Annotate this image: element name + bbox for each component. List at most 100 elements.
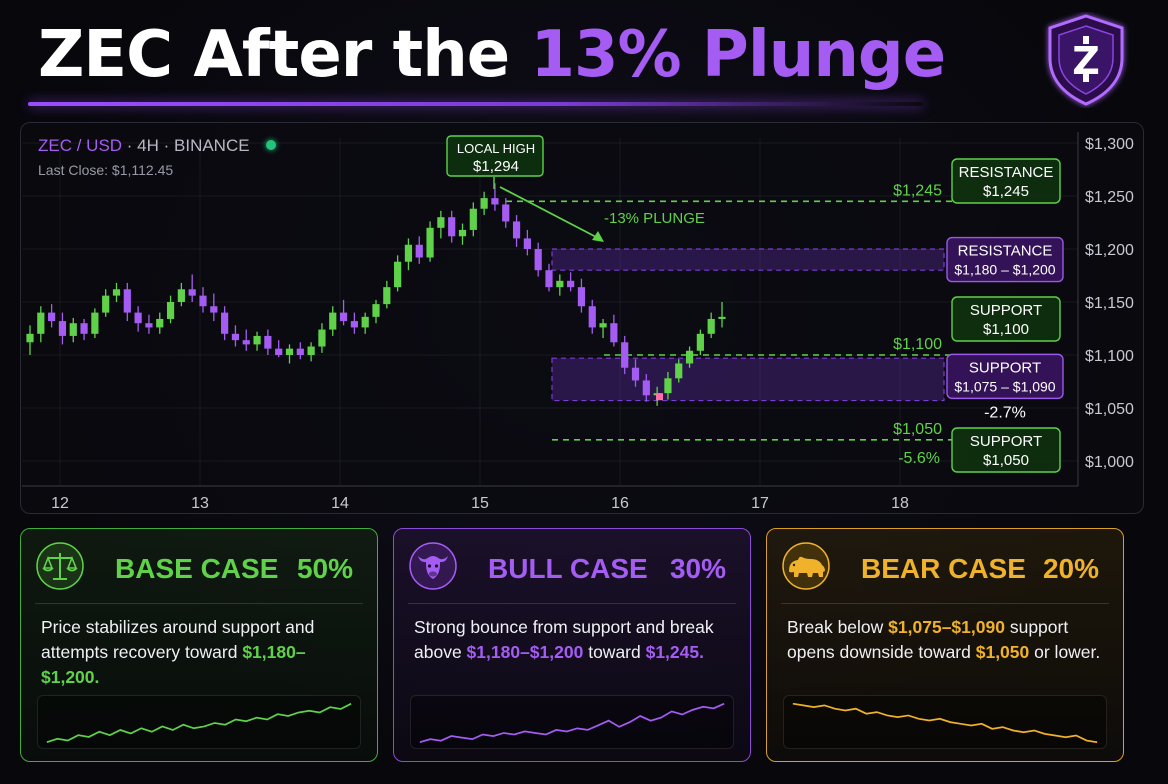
candle-body	[58, 321, 67, 336]
candle-body	[221, 312, 229, 334]
candle-body	[415, 244, 423, 258]
candle-body	[404, 244, 413, 262]
bear-icon	[782, 542, 830, 590]
pair-label: ZEC / USD	[38, 136, 123, 155]
candle-body	[437, 217, 445, 228]
candle-body	[296, 348, 304, 355]
case-description: Price stabilizes around support and atte…	[41, 617, 315, 687]
candle-body	[502, 204, 510, 222]
candle-body	[350, 321, 358, 328]
y-tick-label: $1,300	[1085, 136, 1134, 153]
level-price-label: $1,050	[893, 421, 942, 438]
base-case-card[interactable]: BASE CASE 50% Price stabilizes around su…	[20, 528, 378, 762]
candle-body	[253, 335, 261, 345]
candle-body	[631, 367, 640, 381]
zone-band	[551, 248, 945, 271]
candle-body	[523, 238, 531, 249]
base-sparkline	[37, 695, 361, 749]
candle-body	[696, 333, 704, 351]
scales-icon	[36, 542, 84, 590]
level-tag	[946, 236, 1064, 283]
candle-body	[102, 295, 110, 313]
candle-body	[134, 312, 142, 324]
candle-body	[621, 342, 629, 368]
candle-body	[361, 316, 369, 328]
candle-body	[177, 289, 185, 302]
case-name: BASE CASE	[115, 553, 279, 584]
candle-body	[491, 198, 499, 205]
candle-body	[166, 302, 175, 319]
y-tick-label: $1,250	[1085, 189, 1134, 206]
price-chart[interactable]: $1,300 $1,250 $1,200 $1,150 $1,100 $1,050 $1,0…	[0, 0, 1168, 520]
level-tag-title: RESISTANCE	[958, 243, 1053, 260]
candle-body	[448, 217, 456, 237]
x-tick-label: 14	[331, 495, 349, 512]
x-tick-label: 18	[891, 495, 909, 512]
title-highlight: 13% Plunge	[530, 18, 946, 92]
candle-body	[642, 380, 650, 396]
level-tag	[951, 427, 1061, 473]
level-tag-value: $1,180 – $1,200	[954, 262, 1055, 278]
x-tick-label: 16	[611, 495, 629, 512]
y-tick-label: $1,150	[1085, 295, 1134, 312]
case-probability: 20%	[1042, 553, 1099, 584]
bear-sparkline	[783, 695, 1107, 749]
page-title: ZEC After the 13% Plunge	[38, 18, 946, 92]
candle-body	[80, 323, 88, 334]
candle-body	[242, 340, 250, 345]
candle-body	[469, 208, 477, 230]
candle-body	[545, 270, 553, 288]
candle-body	[91, 312, 99, 334]
y-tick-label: $1,050	[1085, 401, 1134, 418]
sparkline-path	[792, 702, 1098, 744]
candle-body	[329, 312, 337, 330]
level-tag-value: $1,075 – $1,090	[954, 378, 1055, 394]
y-tick-label: $1,200	[1085, 242, 1134, 259]
candle-body	[318, 329, 326, 347]
candle-body	[69, 323, 77, 336]
candle-body	[275, 348, 283, 355]
zcash-shield-icon: Z	[1048, 14, 1124, 106]
sparkline-path	[419, 702, 725, 744]
low-candle-marker	[656, 393, 663, 401]
case-description: Strong bounce from support and break abo…	[414, 617, 714, 662]
level-tag-title: SUPPORT	[969, 359, 1041, 376]
case-name: BEAR CASE	[861, 553, 1026, 584]
candle-body	[145, 323, 153, 328]
candle-body	[675, 363, 683, 379]
bull-case-card[interactable]: BULL CASE 30% Strong bounce from support…	[393, 528, 751, 762]
plunge-label: -13% PLUNGE	[604, 210, 705, 227]
candle-body	[112, 289, 121, 296]
card-divider	[35, 603, 363, 604]
candle-body	[188, 289, 196, 296]
candle-body	[577, 287, 586, 307]
case-probability: 50%	[296, 553, 353, 584]
zone-change-label: -2.7%	[984, 404, 1026, 421]
level-tag-title: RESISTANCE	[959, 164, 1054, 181]
timeframe-exchange: · 4H · BINANCE	[122, 136, 250, 155]
candle-body	[685, 350, 694, 364]
candle-body	[588, 306, 596, 328]
candle-body	[199, 295, 207, 307]
candle-body	[307, 346, 315, 355]
candle-body	[383, 287, 391, 305]
candle-body	[231, 333, 240, 341]
candle-body	[264, 335, 272, 349]
level-tag	[951, 158, 1061, 204]
title-underline	[28, 102, 923, 106]
zone-band	[551, 357, 945, 402]
case-probability: 30%	[669, 553, 726, 584]
local-high-value: $1,294	[473, 158, 519, 175]
level-tag-value: $1,050	[983, 452, 1029, 469]
case-description: Break below $1,075–$1,090 support opens …	[787, 617, 1101, 662]
candle-body	[26, 333, 34, 343]
candle-body	[718, 316, 726, 319]
bear-case-card[interactable]: BEAR CASE 20% Break below $1,075–$1,090 …	[766, 528, 1124, 762]
candle-body	[156, 318, 164, 328]
candle-body	[567, 280, 575, 288]
candle-body	[210, 306, 218, 313]
level-tag	[946, 353, 1064, 400]
y-tick-label: $1,000	[1085, 454, 1134, 471]
candle-body	[534, 249, 542, 271]
card-divider	[408, 603, 736, 604]
